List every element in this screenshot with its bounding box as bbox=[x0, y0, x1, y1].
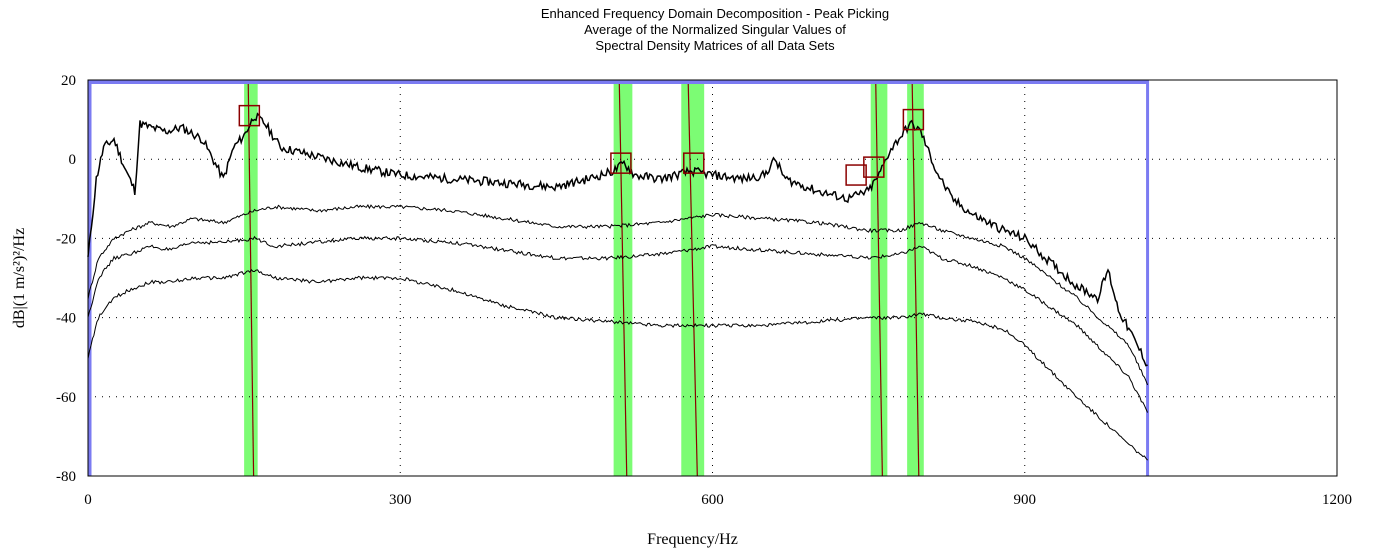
series-line-1 bbox=[87, 112, 1148, 367]
peak-marker-4 bbox=[845, 164, 867, 186]
y-tick-label: -80 bbox=[56, 469, 76, 485]
x-tick-label: 900 bbox=[1014, 492, 1037, 508]
chart-title-line-1: Enhanced Frequency Domain Decomposition … bbox=[540, 6, 890, 21]
y-tick-label: -40 bbox=[56, 311, 76, 327]
y-tick-label: 0 bbox=[69, 152, 77, 168]
series-line-4 bbox=[87, 268, 1148, 461]
x-tick-label: 600 bbox=[701, 492, 724, 508]
peak-band-line-1 bbox=[247, 79, 255, 477]
plot-frame bbox=[87, 79, 1338, 477]
grid-layer bbox=[88, 80, 1337, 476]
series-layer bbox=[87, 112, 1149, 461]
blue-band-layer bbox=[88, 80, 1150, 476]
y-tick-label: 20 bbox=[61, 73, 76, 89]
peak-bands-layer bbox=[244, 79, 924, 477]
peak-band-line-5 bbox=[911, 79, 920, 477]
y-tick-label: -60 bbox=[56, 390, 76, 406]
peak-markers-layer bbox=[238, 104, 925, 186]
chart-title: Enhanced Frequency Domain Decomposition … bbox=[300, 6, 1130, 54]
x-tick-label: 1200 bbox=[1322, 492, 1352, 508]
chart-title-line-3: Spectral Density Matrices of all Data Se… bbox=[595, 38, 835, 53]
y-tick-label: -20 bbox=[56, 231, 76, 247]
series-line-3 bbox=[87, 235, 1149, 413]
peak-marker-3 bbox=[683, 152, 705, 174]
peak-band-line-2 bbox=[618, 79, 628, 477]
peak-marker-2 bbox=[610, 152, 632, 174]
x-axis-label: Frequency/Hz bbox=[647, 531, 738, 548]
x-tick-label: 300 bbox=[389, 492, 412, 508]
peak-marker-5 bbox=[863, 156, 885, 178]
peak-marker-6 bbox=[902, 108, 925, 131]
y-axis-label: dB|(1 m/s²)²/Hz bbox=[11, 228, 28, 328]
x-tick-label: 0 bbox=[84, 492, 92, 508]
series-line-2 bbox=[87, 204, 1149, 386]
peak-band-line-4 bbox=[875, 79, 883, 477]
peak-band-line-3 bbox=[687, 79, 698, 477]
ticks-layer: 0 300 600 900 1200 20 0 -20 -40 -60 -80 bbox=[56, 73, 1352, 508]
chart-title-line-2: Average of the Normalized Singular Value… bbox=[584, 22, 846, 37]
peak-marker-1 bbox=[238, 104, 261, 127]
